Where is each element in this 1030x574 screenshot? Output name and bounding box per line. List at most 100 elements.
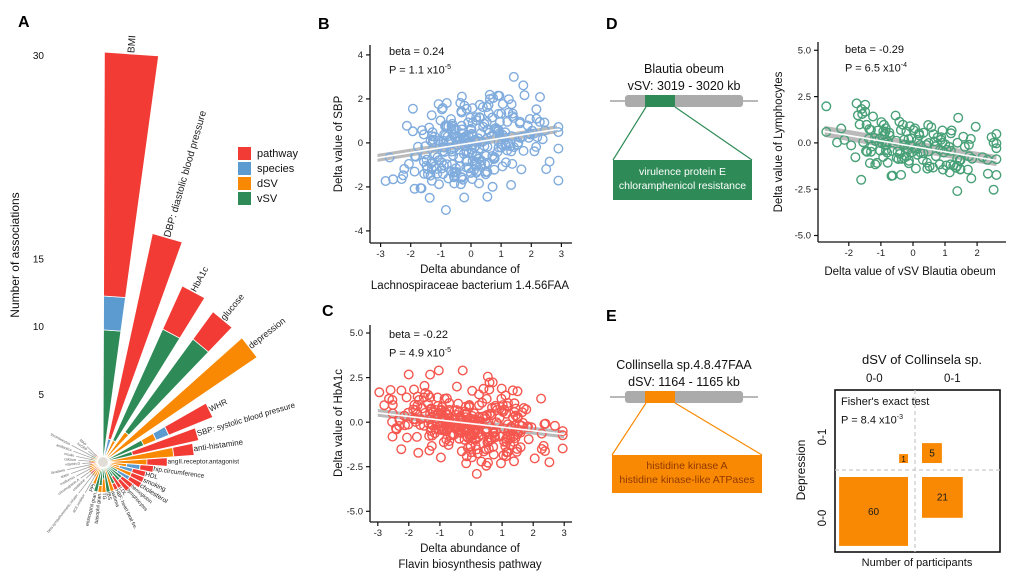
svg-text:-3: -3 (376, 249, 384, 260)
scatter-c-stats: beta = -0.22 P = 4.9 x10-5 (389, 327, 451, 362)
svg-text:metformin: metformin (60, 475, 76, 486)
panel-e-label: E (606, 308, 617, 325)
svg-text:2: 2 (974, 248, 979, 259)
gene-e-sv-segment (645, 391, 675, 403)
svg-text:30: 30 (33, 51, 45, 62)
fan-radial-ticks: 5 10 15 30 (33, 51, 45, 401)
svg-text:angII.receptor.antagonist: angII.receptor.antagonist (168, 459, 240, 466)
svg-text:antibiotics: antibiotics (56, 443, 73, 452)
legend-item-pathway: pathway (238, 146, 298, 161)
svg-text:-2: -2 (845, 248, 853, 259)
scatter-c: -5.0 -2.5 0.0 2.5 5.0 -3 -2 -1 0 1 2 3 (347, 325, 572, 539)
svg-text:calcium: calcium (64, 457, 76, 462)
svg-text:2: 2 (529, 249, 534, 260)
scatter-d-stats: beta = -0.29 P = 6.5 x10-4 (845, 42, 907, 77)
gene-d-annotation-box: virulence protein E chloramphenicol resi… (613, 160, 752, 200)
mosaic-col-0: 0-0 (866, 373, 883, 385)
panel-c-label: C (322, 303, 334, 320)
svg-text:-3: -3 (374, 528, 382, 539)
mosaic-title: dSV of Collinsela sp. (862, 352, 982, 367)
fan-legend: pathway species dSV vSV (238, 146, 298, 206)
svg-text:laxatives: laxatives (51, 468, 66, 475)
scatter-c-xlabel: Delta abundance of Flavin biosynthesis p… (398, 543, 542, 571)
beta-value: beta = -0.22 (389, 329, 449, 341)
svg-text:4: 4 (358, 50, 363, 61)
gene-d-connectors (612, 106, 753, 161)
trend-line (377, 412, 565, 436)
svg-text:WHR: WHR (208, 397, 229, 414)
svg-text:insulin: insulin (64, 452, 75, 458)
panel-a-label: A (18, 14, 30, 31)
svg-text:TG: TG (101, 493, 107, 500)
svg-text:2.5: 2.5 (350, 373, 363, 384)
mosaic-ylabel: Depression (794, 439, 808, 501)
svg-text:60: 60 (868, 507, 880, 518)
svg-text:-5.0: -5.0 (347, 507, 363, 518)
gene-d-species: Blautia obeum (644, 62, 724, 76)
svg-text:0-1: 0-1 (817, 429, 829, 446)
svg-text:21: 21 (937, 493, 949, 504)
scatter-d-xlabel: Delta value of vSV Blautia obeum (824, 266, 996, 278)
mosaic-stats: Fisher's exact test P = 8.4 x10-3 (841, 396, 930, 427)
svg-text:-2: -2 (405, 528, 413, 539)
gene-e-species: Collinsella sp.4.8.47FAA (616, 358, 752, 372)
svg-text:DBP: diastolic blood pressure: DBP: diastolic blood pressure (162, 109, 209, 239)
svg-text:0: 0 (910, 248, 915, 259)
svg-text:1: 1 (942, 248, 947, 259)
svg-text:1: 1 (901, 455, 906, 464)
vsv-swatch (238, 192, 251, 205)
svg-text:5.0: 5.0 (798, 46, 811, 57)
legend-label: species (257, 162, 295, 175)
svg-text:5: 5 (38, 390, 44, 401)
svg-text:-2.5: -2.5 (347, 462, 363, 473)
p-value: P = 1.1 x10-5 (389, 64, 451, 77)
legend-label: vSV (257, 192, 278, 205)
scatter-points (374, 365, 568, 479)
svg-text:anti-histamine: anti-histamine (193, 437, 244, 453)
svg-text:2: 2 (358, 94, 363, 105)
legend-label: dSV (257, 177, 278, 190)
svg-text:2.5: 2.5 (798, 92, 811, 103)
mosaic-frame (834, 389, 1001, 553)
legend-item-species: species (238, 161, 298, 176)
svg-text:0: 0 (468, 249, 473, 260)
svg-text:1: 1 (499, 528, 504, 539)
svg-text:-2.5: -2.5 (795, 184, 811, 195)
svg-text:-4: -4 (355, 226, 363, 237)
mosaic-cells: 1 5 60 21 (839, 443, 963, 546)
svg-text:0-0: 0-0 (817, 510, 829, 527)
svg-text:hip.circumference: hip.circumference (153, 466, 205, 480)
legend-label: pathway (257, 147, 298, 160)
svg-text:glucose: glucose (218, 292, 246, 322)
scatter-d: -5.0 -2.5 0.0 2.5 5.0 -2 -1 0 1 2 (795, 42, 1006, 259)
gene-e-region: dSV: 1164 - 1165 kb (628, 375, 740, 389)
trend-line (377, 128, 558, 159)
svg-text:-2: -2 (355, 182, 363, 193)
scatter-b-stats: beta = 0.24 P = 1.1 x10-5 (389, 44, 451, 79)
svg-text:hsCRP: hsCRP (76, 442, 88, 452)
mosaic-row-labels: 0-1 0-0 (817, 429, 829, 527)
svg-text:10: 10 (33, 322, 45, 333)
p-value: P = 6.5 x10-4 (845, 62, 907, 75)
svg-text:MAP: MAP (79, 438, 88, 447)
gene-d-sv-segment (645, 95, 675, 107)
beta-value: beta = -0.29 (845, 44, 905, 56)
fan-center (98, 457, 108, 467)
scatter-points (380, 71, 564, 215)
panel-b-label: B (318, 16, 330, 33)
svg-text:15: 15 (33, 254, 45, 265)
svg-text:2: 2 (531, 528, 536, 539)
scatter-b-ylabel: Delta value of SBP (333, 95, 345, 193)
gene-e-annotation-box: histidine kinase A histidine kinase-like… (612, 455, 762, 493)
svg-text:3: 3 (562, 528, 567, 539)
svg-text:5: 5 (929, 448, 935, 459)
mosaic-plot: 1 5 60 21 0-1 0-0 (817, 389, 1001, 553)
fan-bars: BMI DBP: diastolic blood pressure HbA1c glu… (46, 35, 296, 534)
mosaic-col-1: 0-1 (944, 373, 961, 385)
legend-item-vsv: vSV (238, 191, 298, 206)
svg-text:0: 0 (358, 138, 363, 149)
svg-text:0.0: 0.0 (798, 138, 811, 149)
svg-text:HDL: HDL (144, 471, 159, 481)
svg-text:-5.0: -5.0 (795, 231, 811, 242)
